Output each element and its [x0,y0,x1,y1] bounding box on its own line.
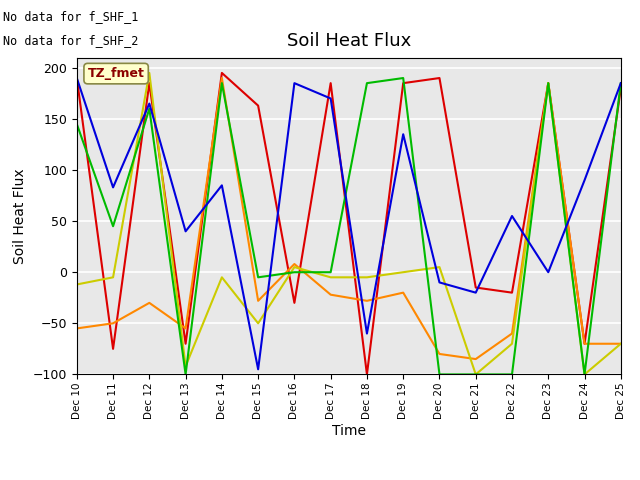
Title: Soil Heat Flux: Soil Heat Flux [287,33,411,50]
X-axis label: Time: Time [332,424,366,438]
Text: No data for f_SHF_1: No data for f_SHF_1 [3,10,139,23]
Y-axis label: Soil Heat Flux: Soil Heat Flux [13,168,27,264]
Text: No data for f_SHF_2: No data for f_SHF_2 [3,34,139,47]
Text: TZ_fmet: TZ_fmet [88,67,145,80]
